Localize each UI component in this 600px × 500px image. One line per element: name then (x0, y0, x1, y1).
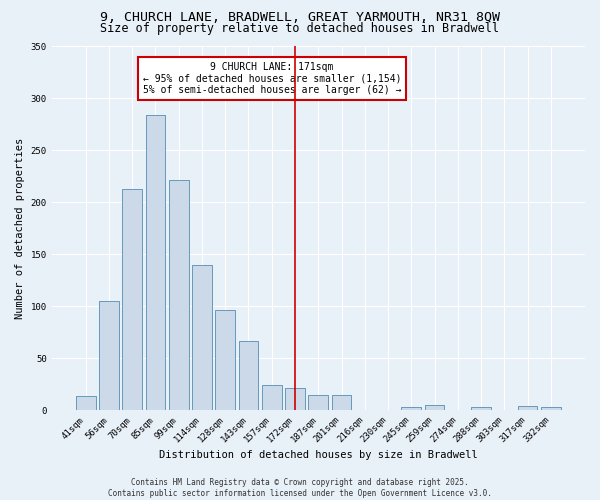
Bar (401, 408, 421, 410)
Bar (425, 405, 445, 410)
Bar (239, 340, 259, 410)
Bar (471, 408, 491, 410)
Text: 9 CHURCH LANE: 171sqm
← 95% of detached houses are smaller (1,154)
5% of semi-de: 9 CHURCH LANE: 171sqm ← 95% of detached … (143, 62, 401, 95)
Bar (541, 408, 561, 410)
Bar (215, 310, 235, 410)
Bar (76, 396, 95, 410)
Bar (99, 301, 119, 410)
Bar (308, 395, 328, 410)
Text: Size of property relative to detached houses in Bradwell: Size of property relative to detached ho… (101, 22, 499, 35)
Bar (262, 386, 281, 410)
Bar (169, 180, 188, 410)
Text: Contains HM Land Registry data © Crown copyright and database right 2025.
Contai: Contains HM Land Registry data © Crown c… (108, 478, 492, 498)
Bar (332, 395, 352, 410)
Bar (518, 406, 538, 410)
X-axis label: Distribution of detached houses by size in Bradwell: Distribution of detached houses by size … (159, 450, 478, 460)
Text: 9, CHURCH LANE, BRADWELL, GREAT YARMOUTH, NR31 8QW: 9, CHURCH LANE, BRADWELL, GREAT YARMOUTH… (100, 11, 500, 24)
Bar (192, 264, 212, 410)
Y-axis label: Number of detached properties: Number of detached properties (15, 138, 25, 319)
Bar (285, 388, 305, 410)
Bar (146, 114, 166, 410)
Bar (122, 188, 142, 410)
